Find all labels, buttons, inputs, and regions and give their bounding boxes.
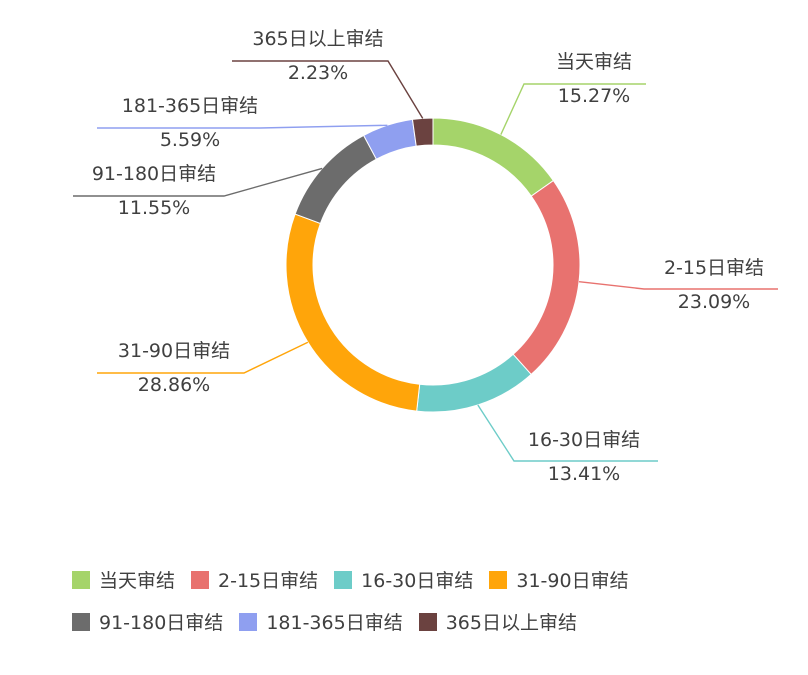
legend-swatch [191, 570, 210, 589]
legend-label: 16-30日审结 [361, 570, 474, 592]
legend-label: 当天审结 [99, 570, 176, 592]
slice-2 [512, 179, 581, 376]
leader-line-4 [97, 341, 309, 374]
legend-swatch [418, 612, 437, 631]
legend-item: 2-15日审结 [191, 566, 318, 593]
donut-slices [285, 117, 581, 413]
slice-5 [294, 134, 378, 225]
legend-swatch [334, 570, 353, 589]
leader-line-1 [500, 83, 646, 135]
legend-item: 365日以上审结 [418, 608, 577, 635]
legend-swatch [72, 612, 90, 631]
slice-name-label: 181-365日审结 [122, 95, 258, 117]
slice-name-label: 16-30日审结 [528, 429, 640, 451]
legend-swatch [72, 570, 90, 589]
slice-4 [285, 213, 421, 412]
slice-name-label: 31-90日审结 [118, 340, 230, 362]
slice-3 [416, 353, 532, 413]
slice-name-label: 91-180日审结 [92, 163, 216, 185]
slice-name-label: 当天审结 [556, 51, 632, 73]
legend-item: 当天审结 [72, 566, 175, 593]
legend-label: 31-90日审结 [516, 570, 629, 592]
slice-percent-label: 2.23% [288, 62, 348, 84]
slice-name-label: 365日以上审结 [252, 28, 383, 50]
donut-chart: 当天审结 15.27% 2-15日审结 23.09% 16-30日审结 13.41% 31-… [73, 28, 778, 485]
slice-name-label: 2-15日审结 [664, 257, 764, 279]
legend-item: 16-30日审结 [334, 566, 473, 593]
legend-item: 31-90日审结 [489, 566, 629, 593]
legend-swatch [239, 612, 258, 631]
leader-line-2 [578, 281, 778, 290]
legend-item: 181-365日审结 [239, 608, 403, 635]
legend-swatch [489, 570, 508, 589]
slice-percent-label: 13.41% [548, 463, 620, 485]
legend-label: 91-180日审结 [99, 612, 224, 634]
slice-labels: 当天审结 15.27% 2-15日审结 23.09% 16-30日审结 13.41% 31-… [92, 28, 764, 485]
legend-item: 91-180日审结 [72, 608, 223, 635]
leader-line-3 [477, 404, 658, 462]
slice-percent-label: 11.55% [118, 197, 190, 219]
legend: 当天审结 2-15日审结 16-30日审结 31-90日审结 91-180日审结 181-… [72, 566, 772, 650]
legend-label: 365日以上审结 [445, 612, 577, 634]
leader-line-6 [97, 124, 388, 129]
slice-percent-label: 15.27% [558, 85, 630, 107]
slice-percent-label: 5.59% [160, 129, 220, 151]
slice-percent-label: 23.09% [678, 291, 750, 313]
leader-lines [73, 60, 778, 462]
legend-label: 2-15日审结 [218, 570, 319, 592]
leader-line-5 [73, 167, 323, 197]
slice-percent-label: 28.86% [138, 374, 210, 396]
legend-label: 181-365日审结 [266, 612, 403, 634]
slice-7 [411, 117, 434, 147]
slice-1 [432, 117, 555, 197]
leader-line-7 [232, 60, 424, 119]
